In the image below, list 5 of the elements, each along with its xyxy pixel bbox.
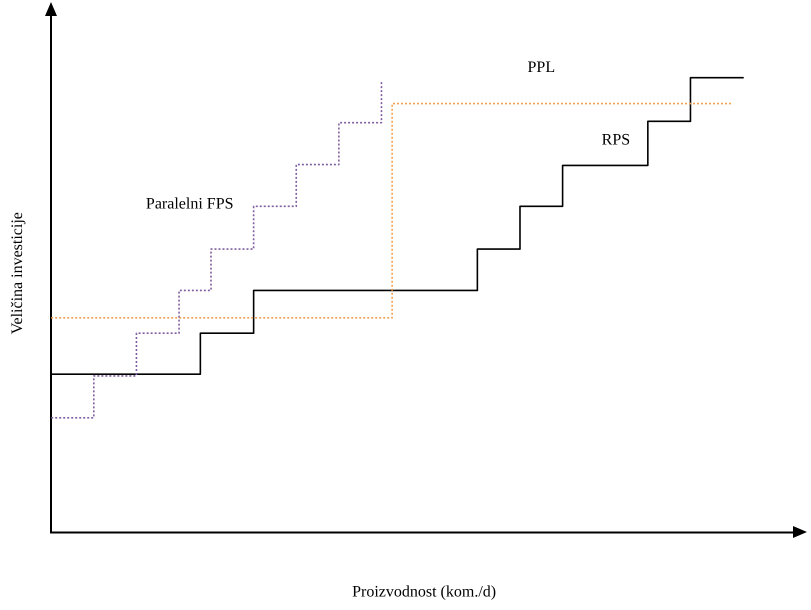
series-label: PPL — [528, 58, 556, 76]
x-axis-title: Proizvodnost (kom./d) — [352, 584, 496, 601]
series-label: Paralelni FPS — [146, 195, 234, 212]
y-axis-title: Veličina investicije — [8, 212, 26, 334]
series-label: RPS — [602, 132, 630, 149]
